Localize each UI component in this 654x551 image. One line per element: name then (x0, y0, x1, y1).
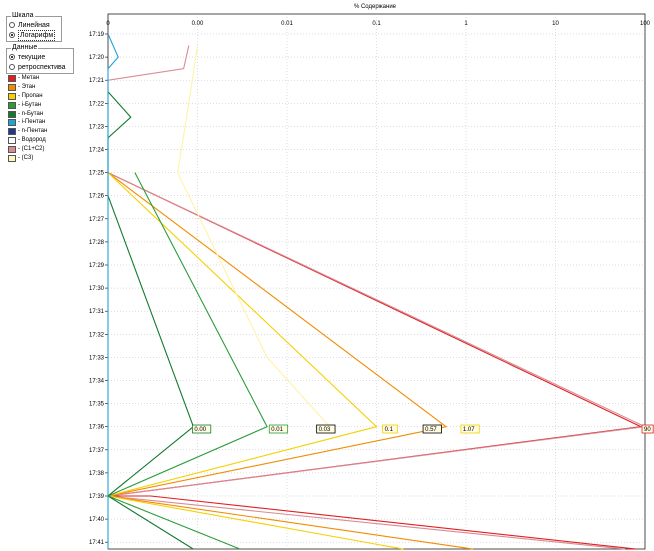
legend: - Метан - Этан - Пропан - i-Бутан - n-Бутан -… (8, 74, 47, 163)
value-label: 0.1 (385, 427, 394, 433)
x-tick-label: 10 (552, 21, 559, 27)
data-current-radio[interactable]: текущие (7, 52, 73, 62)
legend-swatch (8, 119, 16, 127)
series-line-2 (107, 172, 474, 550)
series-line-1 (107, 45, 647, 550)
legend-swatch (8, 128, 16, 136)
radio-icon (9, 64, 15, 70)
value-label-box (641, 424, 654, 434)
legend-label: - (C3) (18, 155, 34, 162)
x-tick-label: 0.00 (192, 21, 204, 27)
value-label: 0.00 (194, 427, 206, 433)
legend-label: - i-Пентан (18, 119, 46, 126)
scale-group-title: Шкала (11, 11, 35, 20)
legend-label: - i-Бутан (18, 101, 42, 108)
series-line-6 (107, 33, 119, 550)
value-label-box (382, 424, 398, 434)
control-panel: Шкала Линейная Логарифм Данные текущие р… (0, 0, 104, 551)
legend-item[interactable]: - (C3) (8, 154, 47, 163)
series-line-0 (107, 172, 643, 550)
value-label: 90 (644, 427, 651, 433)
value-label-box (192, 424, 212, 434)
value-label: 0.01 (271, 427, 283, 433)
data-retro-radio[interactable]: ретроспектива (7, 62, 73, 72)
plot-area (107, 13, 646, 550)
legend-item[interactable]: - Этан (8, 83, 47, 92)
legend-swatch (8, 74, 16, 82)
radio-icon (9, 22, 15, 28)
legend-label: - (C1+C2) (18, 146, 45, 153)
chart-title: % Содержание (354, 4, 397, 10)
scale-linear-radio[interactable]: Линейная (7, 20, 61, 30)
series-line-4 (106, 172, 268, 550)
value-label-box (460, 424, 480, 434)
legend-label: - Водород (18, 137, 46, 144)
legend-item[interactable]: - i-Бутан (8, 101, 47, 110)
legend-label: - n-Пентан (18, 128, 48, 135)
x-tick-label: 0 (106, 21, 110, 27)
x-tick-label: 100 (640, 21, 651, 27)
legend-swatch (8, 101, 16, 109)
data-retro-label: ретроспектива (18, 63, 66, 71)
legend-item[interactable]: - Пропан (8, 92, 47, 101)
radio-selected-icon (9, 54, 15, 60)
series-line-7 (177, 45, 331, 428)
legend-swatch (8, 110, 16, 118)
legend-label: - Пропан (18, 92, 43, 99)
scale-log-label: Логарифм (18, 29, 56, 41)
value-label: 0.03 (319, 427, 331, 433)
x-tick-label: 0.1 (372, 21, 381, 27)
legend-label: - Метан (18, 75, 40, 81)
legend-item[interactable]: - n-Пентан (8, 127, 47, 136)
legend-item[interactable]: - (C1+C2) (8, 145, 47, 154)
legend-item[interactable]: - Метан (8, 74, 47, 83)
legend-swatch (8, 137, 16, 145)
legend-label: - Этан (18, 83, 36, 90)
value-label-box (316, 424, 336, 434)
data-current-label: текущие (18, 53, 46, 61)
scale-log-radio[interactable]: Логарифм (7, 29, 61, 41)
x-tick-label: 1 (464, 21, 468, 27)
scale-group: Шкала Линейная Логарифм (6, 11, 62, 42)
legend-swatch (8, 83, 16, 91)
legend-item[interactable]: - i-Пентан (8, 118, 47, 127)
legend-item[interactable]: - Водород (8, 136, 47, 145)
radio-selected-icon (9, 32, 15, 38)
series-line-5 (107, 91, 195, 550)
legend-swatch (8, 92, 16, 100)
scale-linear-label: Линейная (18, 21, 50, 29)
value-label-box (268, 424, 289, 434)
legend-label: - n-Бутан (18, 110, 44, 117)
data-group-title: Данные (11, 43, 39, 52)
value-label: 0.57 (425, 427, 437, 433)
value-label: 1.07 (463, 427, 475, 433)
value-label-box (422, 424, 442, 434)
legend-swatch (8, 146, 16, 154)
x-tick-label: 0.01 (281, 21, 293, 27)
data-group: Данные текущие ретроспектива (6, 43, 74, 74)
legend-swatch (8, 154, 16, 162)
legend-item[interactable]: - n-Бутан (8, 110, 47, 119)
series-line-3 (107, 172, 404, 550)
